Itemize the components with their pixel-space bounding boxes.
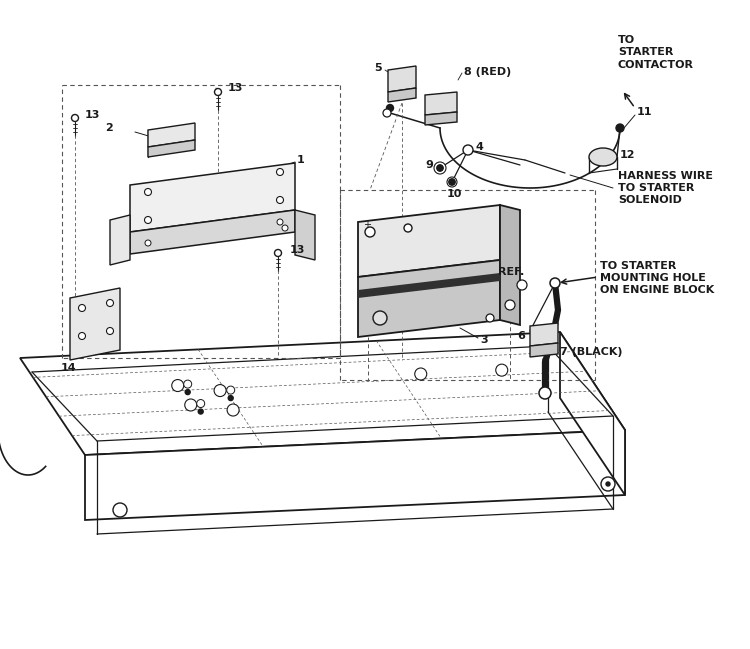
Text: 5: 5: [374, 63, 382, 73]
Circle shape: [543, 391, 547, 395]
Text: 11: 11: [637, 107, 652, 117]
Circle shape: [214, 385, 226, 397]
Circle shape: [415, 368, 427, 380]
Circle shape: [145, 217, 152, 223]
Polygon shape: [388, 88, 416, 102]
Circle shape: [509, 304, 512, 306]
Polygon shape: [85, 430, 625, 520]
Circle shape: [447, 177, 457, 187]
Circle shape: [449, 179, 455, 185]
Text: TO STARTER
MOUNTING HOLE
ON ENGINE BLOCK: TO STARTER MOUNTING HOLE ON ENGINE BLOCK: [600, 261, 714, 295]
Circle shape: [437, 165, 443, 171]
Circle shape: [196, 400, 205, 408]
Polygon shape: [130, 163, 295, 232]
Polygon shape: [358, 205, 500, 277]
Polygon shape: [500, 205, 520, 325]
Circle shape: [277, 252, 280, 254]
Polygon shape: [20, 332, 625, 455]
Circle shape: [145, 240, 151, 246]
Circle shape: [434, 162, 446, 174]
Text: 3: 3: [480, 335, 488, 345]
Circle shape: [172, 380, 184, 391]
Polygon shape: [530, 323, 558, 346]
Circle shape: [228, 396, 233, 400]
Polygon shape: [560, 332, 625, 495]
Text: TO
STARTER
CONTACTOR: TO STARTER CONTACTOR: [618, 35, 694, 70]
Text: 13: 13: [228, 83, 243, 93]
Circle shape: [184, 399, 196, 411]
Circle shape: [106, 299, 113, 306]
Text: eReplacementParts.com: eReplacementParts.com: [282, 402, 468, 417]
Text: 10: 10: [446, 189, 462, 199]
Circle shape: [463, 145, 473, 155]
Circle shape: [488, 317, 491, 319]
Circle shape: [466, 149, 470, 151]
Polygon shape: [295, 210, 315, 260]
Text: REF.: REF.: [498, 267, 524, 277]
Text: 13: 13: [85, 110, 100, 120]
Circle shape: [373, 311, 387, 325]
Circle shape: [227, 404, 239, 416]
Polygon shape: [148, 123, 195, 147]
Circle shape: [550, 278, 560, 288]
Circle shape: [496, 364, 508, 376]
Circle shape: [606, 482, 610, 486]
Circle shape: [277, 197, 284, 204]
Circle shape: [145, 188, 152, 195]
Ellipse shape: [589, 148, 617, 166]
Circle shape: [449, 179, 455, 185]
Circle shape: [184, 380, 192, 388]
Circle shape: [79, 332, 86, 339]
Circle shape: [226, 386, 235, 394]
Polygon shape: [148, 140, 195, 157]
Circle shape: [616, 124, 624, 132]
Circle shape: [113, 503, 127, 517]
Polygon shape: [358, 260, 500, 337]
Circle shape: [520, 284, 524, 286]
Polygon shape: [425, 112, 457, 125]
Circle shape: [106, 328, 113, 334]
Circle shape: [185, 389, 190, 395]
Polygon shape: [425, 92, 457, 115]
Text: 12: 12: [620, 150, 635, 160]
Circle shape: [282, 225, 288, 231]
Circle shape: [517, 280, 527, 290]
Polygon shape: [388, 66, 416, 92]
Polygon shape: [530, 343, 558, 357]
Text: 9: 9: [425, 160, 433, 170]
Circle shape: [386, 104, 394, 112]
Circle shape: [404, 224, 412, 232]
Circle shape: [601, 477, 615, 491]
Circle shape: [277, 219, 283, 225]
Circle shape: [214, 88, 221, 95]
Text: +: +: [363, 220, 371, 230]
Polygon shape: [358, 273, 500, 298]
Circle shape: [79, 304, 86, 312]
Circle shape: [277, 169, 284, 175]
Circle shape: [539, 387, 551, 399]
Text: 6: 6: [518, 331, 525, 341]
Text: 13: 13: [290, 245, 305, 255]
Text: 14: 14: [60, 363, 76, 373]
Text: 2: 2: [105, 123, 112, 133]
Polygon shape: [130, 210, 295, 254]
Circle shape: [486, 314, 494, 322]
Circle shape: [74, 117, 76, 119]
Circle shape: [365, 227, 375, 237]
Circle shape: [71, 114, 79, 121]
Text: 8 (RED): 8 (RED): [464, 67, 512, 77]
Circle shape: [217, 90, 220, 93]
Circle shape: [383, 109, 391, 117]
Circle shape: [198, 409, 203, 414]
Text: 7 (BLACK): 7 (BLACK): [560, 347, 622, 357]
Text: 1: 1: [297, 155, 304, 165]
Text: 4: 4: [475, 142, 483, 152]
Circle shape: [505, 300, 515, 310]
Polygon shape: [110, 215, 130, 265]
Polygon shape: [70, 288, 120, 360]
Circle shape: [274, 249, 281, 256]
Circle shape: [437, 165, 443, 171]
Text: HARNESS WIRE
TO STARTER
SOLENOID: HARNESS WIRE TO STARTER SOLENOID: [618, 171, 713, 205]
